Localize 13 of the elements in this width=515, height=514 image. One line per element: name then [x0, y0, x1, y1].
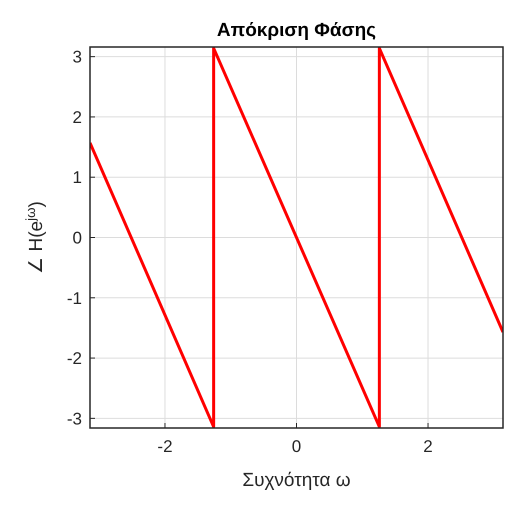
x-axis-title: Συχνότητα ω	[242, 470, 351, 491]
x-tick-label: 2	[423, 437, 433, 456]
y-tick-label: 3	[72, 48, 82, 67]
y-tick-label: 1	[72, 168, 82, 188]
chart-title: Απόκριση Φάσης	[216, 20, 376, 41]
y-tick-label: 0	[72, 228, 82, 248]
y-tick-label: -1	[66, 288, 82, 308]
y-tick-label: -2	[66, 349, 82, 368]
line-series	[90, 46, 503, 428]
x-tick-label: -2	[157, 437, 173, 456]
y-tick-label: 2	[72, 108, 82, 127]
y-tick-label: -3	[66, 409, 82, 428]
x-tick-label: 0	[292, 437, 302, 456]
